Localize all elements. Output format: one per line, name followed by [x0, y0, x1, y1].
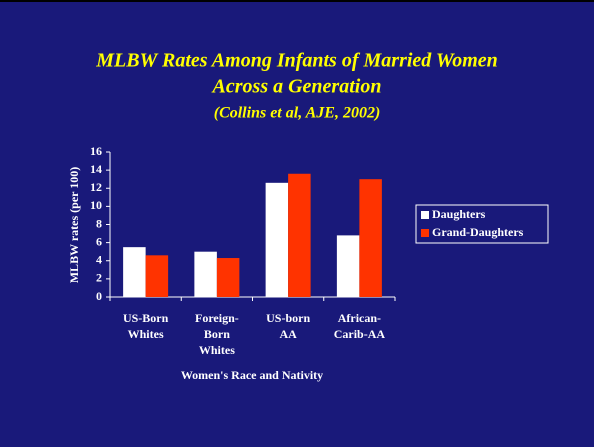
bar — [265, 182, 289, 297]
bar — [216, 258, 240, 297]
y-tick-label: 12 — [90, 180, 102, 194]
y-tick-label: 16 — [90, 144, 102, 158]
bar — [145, 255, 169, 297]
y-tick-label: 10 — [90, 198, 102, 212]
legend-box — [415, 204, 549, 244]
x-tick-label: Whites — [199, 343, 235, 357]
x-axis-label: Women's Race and Nativity — [181, 368, 323, 382]
y-axis-label: MLBW rates (per 100) — [67, 167, 81, 284]
legend-label: Daughters — [432, 207, 486, 221]
y-tick-label: 4 — [96, 253, 102, 267]
chart-title: Across a Generation — [211, 76, 382, 98]
legend-swatch — [421, 211, 429, 219]
y-tick-label: 0 — [96, 289, 102, 303]
x-tick-label: Carib-AA — [334, 327, 386, 341]
y-tick-label: 14 — [90, 162, 102, 176]
y-tick-label: 8 — [96, 216, 102, 230]
chart-subtitle: (Collins et al, AJE, 2002) — [214, 105, 381, 122]
y-tick-label: 2 — [96, 271, 102, 285]
y-tick-label: 6 — [96, 234, 102, 248]
bar — [336, 235, 360, 297]
x-tick-label: Whites — [128, 327, 164, 341]
x-tick-label: Born — [204, 327, 230, 341]
legend-swatch — [421, 229, 429, 237]
legend-label: Grand-Daughters — [432, 225, 524, 239]
bar — [194, 251, 217, 297]
bar — [123, 247, 146, 297]
bar — [288, 173, 311, 297]
x-tick-label: US-Born — [123, 311, 169, 325]
x-tick-label: Foreign- — [195, 311, 239, 325]
x-tick-label: African- — [338, 311, 381, 325]
x-tick-label: AA — [279, 327, 297, 341]
chart-title: MLBW Rates Among Infants of Married Wome… — [95, 50, 498, 72]
x-tick-label: US-born — [266, 311, 310, 325]
bar — [359, 179, 382, 297]
